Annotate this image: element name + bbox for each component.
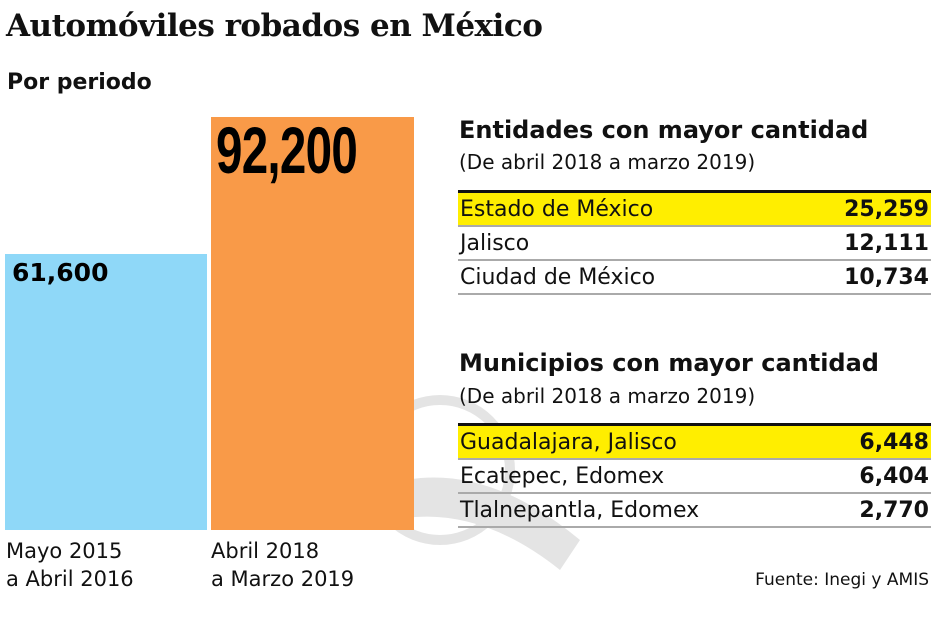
row-name: Ciudad de México [460, 264, 656, 290]
entidades-period: (De abril 2018 a marzo 2019) [459, 150, 756, 174]
municipios-table: Guadalajara, Jalisco 6,448 Ecatepec, Edom… [458, 423, 931, 528]
category-label-2015-2016: Mayo 2015 a Abril 2016 [6, 539, 134, 591]
row-value: 12,111 [844, 230, 929, 256]
row-name: Jalisco [460, 230, 530, 256]
bar-value-label-2015-2016: 61,600 [12, 258, 109, 287]
source-note: Fuente: Inegi y AMIS [755, 570, 929, 590]
row-name: Tlalnepantla, Edomex [460, 497, 700, 523]
category-label-2018-2019: Abril 2018 a Marzo 2019 [211, 539, 355, 591]
table-row: Ecatepec, Edomex 6,404 [458, 460, 931, 494]
chart-subtitle: Por periodo [7, 70, 152, 95]
municipios-period: (De abril 2018 a marzo 2019) [459, 384, 756, 408]
table-row: Jalisco 12,111 [458, 227, 931, 261]
entidades-table: Estado de México 25,259 Jalisco 12,111 Ciu… [458, 190, 931, 295]
table-row: Ciudad de México 10,734 [458, 261, 931, 295]
municipios-heading: Municipios con mayor cantidad [459, 349, 879, 377]
row-value: 25,259 [844, 196, 929, 222]
bar-value-label-2018-2019: 92,200 [216, 113, 358, 187]
row-value: 6,448 [859, 429, 929, 455]
entidades-heading: Entidades con mayor cantidad [459, 116, 869, 144]
row-value: 10,734 [844, 264, 929, 290]
table-row: Tlalnepantla, Edomex 2,770 [458, 494, 931, 528]
row-name: Ecatepec, Edomex [460, 463, 665, 489]
row-name: Estado de México [460, 196, 654, 222]
bar-period-2018-2019 [211, 117, 414, 530]
row-name: Guadalajara, Jalisco [460, 429, 677, 455]
table-row: Estado de México 25,259 [458, 193, 931, 227]
table-row: Guadalajara, Jalisco 6,448 [458, 426, 931, 460]
chart-title: Automóviles robados en México [6, 8, 543, 44]
bar-period-2015-2016 [5, 254, 207, 530]
row-value: 2,770 [859, 497, 929, 523]
row-value: 6,404 [859, 463, 929, 489]
